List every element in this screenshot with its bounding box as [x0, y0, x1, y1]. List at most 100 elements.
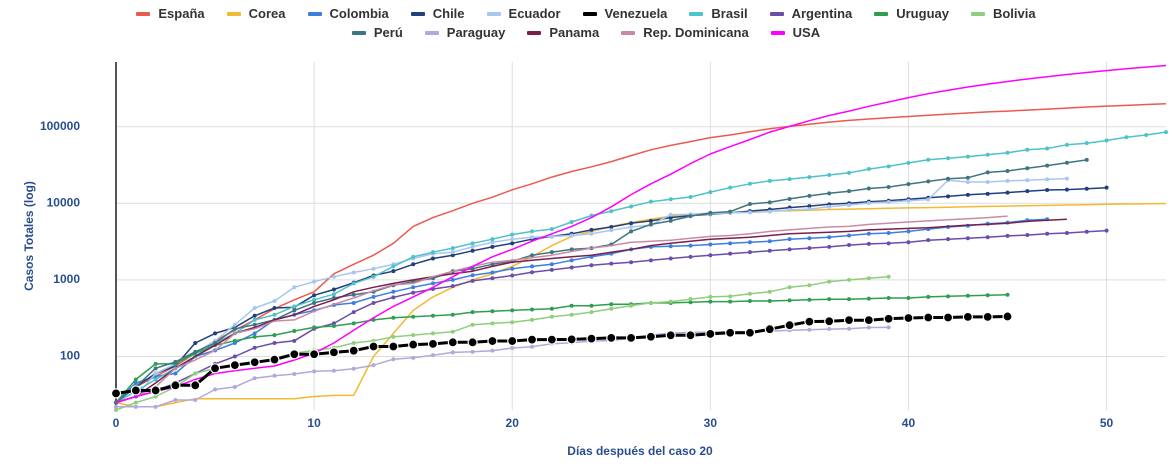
- x-tick-label: 0: [113, 416, 120, 430]
- point: [530, 270, 535, 275]
- legend-item[interactable]: Venezuela: [582, 6, 668, 21]
- point: [982, 311, 993, 322]
- legend-item[interactable]: USA: [770, 25, 820, 40]
- point: [430, 313, 435, 318]
- point: [906, 182, 911, 187]
- point: [906, 240, 911, 245]
- point: [767, 289, 772, 294]
- point: [530, 344, 535, 349]
- legend-label: Venezuela: [604, 6, 668, 21]
- point: [470, 310, 475, 315]
- point: [708, 242, 713, 247]
- point: [351, 281, 356, 286]
- point: [767, 200, 772, 205]
- point: [708, 253, 713, 258]
- series: [115, 215, 1008, 404]
- point: [827, 204, 832, 209]
- point: [447, 337, 458, 348]
- y-tick-label: 1000: [53, 272, 80, 286]
- point: [309, 349, 320, 360]
- legend-item[interactable]: Corea: [226, 6, 286, 21]
- point: [827, 191, 832, 196]
- point: [965, 179, 970, 184]
- point: [1064, 176, 1069, 181]
- legend-item[interactable]: Panama: [527, 25, 599, 40]
- point: [767, 178, 772, 183]
- legend-label: Ecuador: [508, 6, 561, 21]
- point: [114, 404, 118, 409]
- point: [549, 267, 554, 272]
- point: [411, 254, 416, 259]
- point: [589, 231, 594, 236]
- point: [827, 297, 832, 302]
- point: [866, 296, 871, 301]
- point: [807, 193, 812, 198]
- x-tick-label: 10: [307, 416, 321, 430]
- point: [388, 341, 399, 352]
- point: [926, 157, 931, 162]
- point: [549, 250, 554, 255]
- point: [1104, 138, 1109, 143]
- legend-item[interactable]: Rep. Dominicana: [621, 25, 749, 40]
- legend-item[interactable]: Perú: [351, 25, 403, 40]
- point: [747, 201, 752, 206]
- legend-item[interactable]: Bolivia: [970, 6, 1036, 21]
- point: [589, 263, 594, 268]
- legend-item[interactable]: Brasil: [689, 6, 748, 21]
- point: [569, 219, 574, 224]
- point: [530, 253, 535, 258]
- point: [430, 250, 435, 255]
- point: [886, 199, 891, 204]
- point: [883, 313, 894, 324]
- point: [312, 325, 317, 330]
- point: [450, 350, 455, 355]
- point: [232, 384, 237, 389]
- point: [328, 347, 340, 358]
- point: [526, 334, 538, 345]
- point: [490, 270, 495, 275]
- point: [487, 335, 498, 347]
- legend-item[interactable]: Paraguay: [424, 25, 505, 40]
- point: [609, 306, 614, 311]
- point: [725, 327, 736, 338]
- point: [625, 332, 637, 343]
- point: [843, 315, 855, 326]
- legend-item[interactable]: Chile: [410, 6, 465, 21]
- legend-item[interactable]: Ecuador: [486, 6, 561, 21]
- point: [130, 385, 141, 396]
- legend-swatch: [226, 11, 241, 16]
- point: [665, 330, 676, 341]
- point: [331, 323, 336, 328]
- legend-item[interactable]: Uruguay: [874, 6, 949, 21]
- point: [312, 293, 317, 298]
- point: [312, 297, 317, 302]
- point: [193, 349, 198, 354]
- legend-item[interactable]: Colombia: [307, 6, 389, 21]
- point: [1124, 135, 1129, 140]
- point: [430, 281, 435, 286]
- point: [946, 294, 951, 299]
- point: [1164, 130, 1168, 135]
- point: [272, 312, 277, 317]
- point: [272, 340, 277, 345]
- point: [272, 373, 277, 378]
- point: [193, 371, 198, 376]
- point: [351, 300, 356, 305]
- point: [1104, 185, 1109, 190]
- point: [470, 278, 475, 283]
- point: [1005, 178, 1010, 183]
- series-line: [115, 177, 1067, 404]
- legend-swatch: [410, 11, 425, 16]
- point: [906, 160, 911, 165]
- legend-swatch: [770, 30, 785, 35]
- point: [391, 264, 396, 269]
- point: [252, 331, 257, 336]
- point: [629, 303, 634, 308]
- point: [648, 218, 653, 223]
- point: [629, 204, 634, 209]
- series: [110, 311, 1013, 399]
- point: [648, 199, 653, 204]
- point: [886, 185, 891, 190]
- legend-item[interactable]: España: [136, 6, 205, 21]
- legend-item[interactable]: Argentina: [769, 6, 852, 21]
